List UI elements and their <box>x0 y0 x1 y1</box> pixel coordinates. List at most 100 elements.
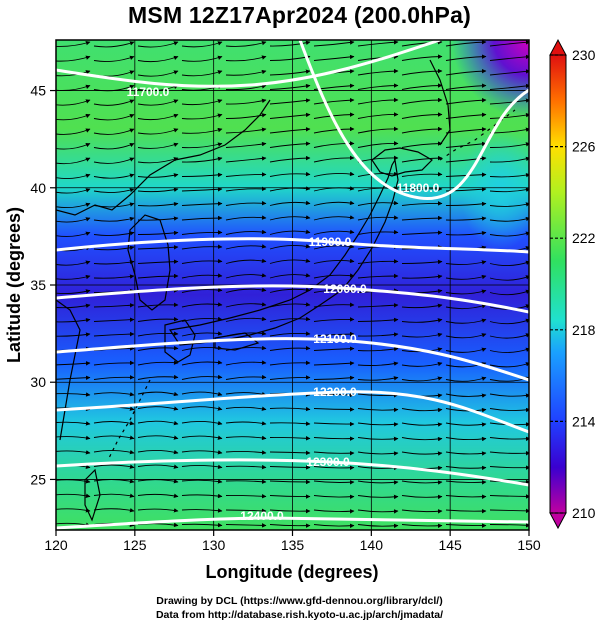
wind-streamline <box>93 187 135 194</box>
wind-streamline <box>357 171 399 177</box>
wind-streamline <box>93 84 135 92</box>
wind-streamline <box>93 260 135 265</box>
wind-streamline <box>93 157 135 164</box>
wind-streamline <box>445 376 487 382</box>
height-contour <box>56 337 529 382</box>
wind-streamline <box>489 333 529 339</box>
wind-streamline <box>56 435 91 441</box>
wind-streamline <box>357 215 399 221</box>
wind-streamline <box>445 83 487 90</box>
x-tick-label: 150 <box>517 537 541 553</box>
wind-streamline <box>269 215 311 221</box>
wind-streamline <box>137 391 179 397</box>
x-tick-label: 135 <box>281 537 305 553</box>
wind-streamline <box>445 333 487 339</box>
wind-streamline <box>225 156 267 163</box>
wind-streamline <box>137 464 179 469</box>
wind-streamline <box>93 375 135 380</box>
wind-streamline <box>137 128 179 135</box>
wind-streamline <box>489 318 529 325</box>
wind-streamline <box>313 331 355 337</box>
wind-streamline <box>225 113 267 119</box>
wind-streamline <box>225 302 267 308</box>
wind-streamline <box>56 260 91 266</box>
wind-streamline <box>137 406 179 411</box>
wind-streamline <box>93 303 135 308</box>
wind-streamline <box>56 217 91 223</box>
wind-streamline <box>56 202 91 209</box>
height-contour <box>56 458 529 487</box>
contour-label: 11800.0 <box>397 181 440 195</box>
wind-streamline <box>137 259 179 264</box>
wind-streamline <box>313 83 355 90</box>
wind-streamline <box>137 493 179 498</box>
y-tick-label: 25 <box>30 471 46 487</box>
contour-label: 12300.0 <box>306 455 350 469</box>
wind-streamline <box>489 407 529 413</box>
wind-streamline <box>445 127 487 134</box>
wind-streamline <box>93 420 135 426</box>
wind-streamline <box>137 99 179 106</box>
wind-streamline <box>489 231 529 237</box>
wind-streamline <box>93 508 135 513</box>
colorbar-max-arrow <box>549 38 567 56</box>
wind-streamline <box>357 422 399 427</box>
y-tick-label: 35 <box>30 277 46 293</box>
wind-streamline <box>489 112 529 119</box>
wind-streamline <box>401 376 443 382</box>
wind-streamline <box>445 347 487 353</box>
wind-streamline <box>269 345 311 351</box>
wind-streamline <box>313 375 355 381</box>
wind-streamline <box>269 112 311 119</box>
wind-streamline <box>56 361 91 366</box>
wind-streamline <box>489 54 529 61</box>
wind-streamline <box>181 99 223 106</box>
wind-streamline <box>225 215 267 221</box>
wind-streamline <box>269 465 311 470</box>
wind-streamline <box>181 156 223 163</box>
wind-streamline <box>269 375 311 380</box>
coastlines <box>56 59 516 522</box>
colorbar-tick-label: 230 <box>572 47 596 63</box>
height-contour <box>56 390 529 434</box>
wind-streamline <box>93 55 135 62</box>
wind-streamline <box>93 493 135 498</box>
wind-streamline <box>93 173 135 179</box>
wind-streamline <box>313 273 355 279</box>
wind-streamline <box>445 289 487 295</box>
wind-streamline <box>56 289 91 294</box>
wind-streamline <box>181 230 223 235</box>
wind-streamline <box>357 200 399 206</box>
wind-streamline <box>401 186 443 192</box>
height-contour <box>56 40 441 88</box>
wind-streamline <box>445 304 487 310</box>
colorbar-tick-label: 226 <box>572 139 596 155</box>
wind-streamline <box>181 70 223 77</box>
wind-streamline <box>401 230 443 235</box>
latitude-axis: 25 30 35 40 45 <box>30 83 56 487</box>
wind-streamline <box>181 172 223 178</box>
wind-streamline <box>357 317 399 323</box>
wind-streamline <box>445 156 487 163</box>
wind-streamline <box>181 508 223 513</box>
wind-streamline <box>313 480 355 485</box>
wind-streamline <box>137 331 179 337</box>
wind-streamline <box>357 509 399 514</box>
wind-streamline <box>357 303 399 308</box>
longitude-axis: 120 125 130 135 140 145 150 <box>44 530 541 553</box>
wind-streamline <box>269 98 311 105</box>
wind-streamline <box>445 465 487 471</box>
wind-streamline <box>181 522 223 528</box>
map-title: MSM 12Z17Apr2024 (200.0hPa) <box>128 2 471 28</box>
wind-streamline <box>137 245 179 250</box>
wind-streamline <box>489 523 529 528</box>
wind-streamline <box>401 422 443 427</box>
wind-streamline <box>225 69 267 76</box>
wind-streamline <box>401 259 443 265</box>
contour-label: 12100.0 <box>313 332 357 346</box>
height-contours: 11900.0 12000.0 12100.0 12200.0 12300.0 12400… <box>56 40 529 530</box>
wind-streamline <box>137 113 179 121</box>
wind-streamline <box>225 360 267 366</box>
wind-streamline <box>357 407 399 413</box>
wind-streamline <box>357 54 399 61</box>
